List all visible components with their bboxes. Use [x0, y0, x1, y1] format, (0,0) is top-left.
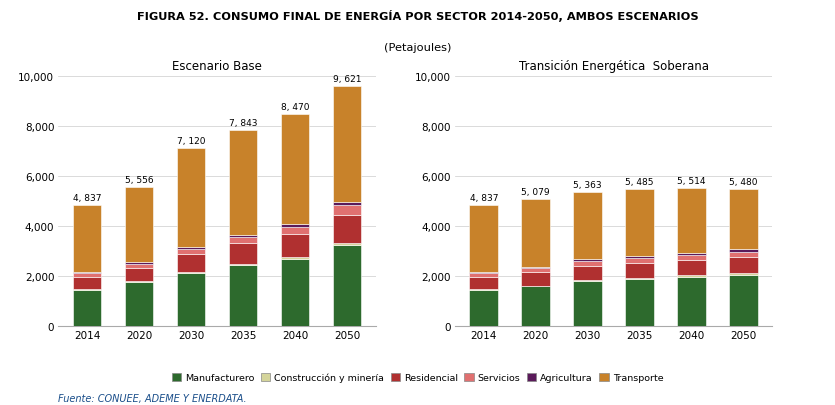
Bar: [625, 279, 654, 326]
Bar: [522, 286, 550, 287]
Bar: [522, 267, 550, 269]
Bar: [177, 247, 205, 249]
Bar: [332, 243, 362, 245]
Bar: [229, 244, 257, 264]
Bar: [469, 290, 498, 326]
Bar: [522, 273, 550, 286]
Bar: [177, 149, 205, 247]
Bar: [281, 224, 309, 227]
Bar: [229, 131, 257, 235]
Bar: [281, 258, 309, 259]
Bar: [125, 264, 154, 268]
Bar: [729, 275, 758, 326]
Text: FIGURA 52. CONSUMO FINAL DE ENERGÍA POR SECTOR 2014-2050, AMBOS ESCENARIOS: FIGURA 52. CONSUMO FINAL DE ENERGÍA POR …: [137, 10, 698, 22]
Text: 4, 837: 4, 837: [73, 194, 101, 202]
Bar: [574, 281, 602, 326]
Bar: [625, 258, 654, 263]
Bar: [729, 250, 758, 252]
Text: 5, 485: 5, 485: [625, 177, 654, 186]
Bar: [177, 249, 205, 254]
Bar: [125, 268, 154, 281]
Bar: [125, 262, 154, 264]
Title: Escenario Base: Escenario Base: [172, 60, 262, 73]
Bar: [625, 278, 654, 279]
Bar: [177, 273, 205, 274]
Text: 8, 470: 8, 470: [281, 103, 309, 112]
Bar: [522, 287, 550, 326]
Bar: [73, 277, 102, 289]
Bar: [229, 266, 257, 326]
Bar: [522, 269, 550, 273]
Bar: [125, 188, 154, 262]
Bar: [177, 274, 205, 326]
Bar: [73, 272, 102, 273]
Bar: [229, 238, 257, 244]
Text: Fuente: CONUEE, ADEME Y ENERDATA.: Fuente: CONUEE, ADEME Y ENERDATA.: [58, 393, 247, 403]
Bar: [625, 263, 654, 278]
Bar: [522, 200, 550, 267]
Bar: [125, 282, 154, 326]
Text: 7, 120: 7, 120: [177, 137, 205, 146]
Bar: [469, 206, 498, 272]
Bar: [281, 234, 309, 258]
Bar: [229, 235, 257, 238]
Text: 4, 837: 4, 837: [469, 194, 498, 202]
Bar: [332, 202, 362, 206]
Text: 5, 363: 5, 363: [574, 181, 602, 190]
Bar: [229, 264, 257, 266]
Bar: [574, 192, 602, 259]
Text: 9, 621: 9, 621: [333, 75, 362, 83]
Bar: [574, 266, 602, 280]
Text: 5, 480: 5, 480: [730, 177, 758, 187]
Bar: [677, 277, 706, 326]
Bar: [73, 206, 102, 272]
Title: Transición Energética  Soberana: Transición Energética Soberana: [519, 60, 709, 73]
Bar: [73, 289, 102, 290]
Bar: [177, 254, 205, 273]
Text: 7, 843: 7, 843: [229, 119, 257, 128]
Text: 5, 556: 5, 556: [124, 176, 154, 185]
Bar: [625, 256, 654, 258]
Bar: [281, 259, 309, 326]
Bar: [469, 289, 498, 290]
Bar: [125, 281, 154, 282]
Bar: [281, 227, 309, 234]
Bar: [729, 258, 758, 274]
Bar: [574, 261, 602, 266]
Text: 5, 079: 5, 079: [521, 188, 550, 196]
Bar: [332, 216, 362, 243]
Text: 5, 514: 5, 514: [677, 177, 706, 186]
Text: (Petajoules): (Petajoules): [384, 43, 451, 53]
Bar: [677, 256, 706, 260]
Bar: [677, 253, 706, 256]
Bar: [729, 274, 758, 275]
Bar: [469, 272, 498, 274]
Bar: [73, 290, 102, 326]
Legend: Manufacturero, Construcción y minería, Residencial, Servicios, Agricultura, Tran: Manufacturero, Construcción y minería, R…: [170, 371, 665, 384]
Bar: [469, 277, 498, 289]
Bar: [332, 86, 362, 202]
Bar: [729, 190, 758, 250]
Bar: [625, 190, 654, 256]
Bar: [677, 276, 706, 277]
Bar: [574, 259, 602, 261]
Bar: [574, 280, 602, 281]
Bar: [677, 189, 706, 253]
Bar: [281, 115, 309, 224]
Bar: [469, 274, 498, 277]
Bar: [332, 245, 362, 326]
Bar: [729, 252, 758, 258]
Bar: [677, 260, 706, 276]
Bar: [332, 206, 362, 216]
Bar: [73, 273, 102, 277]
